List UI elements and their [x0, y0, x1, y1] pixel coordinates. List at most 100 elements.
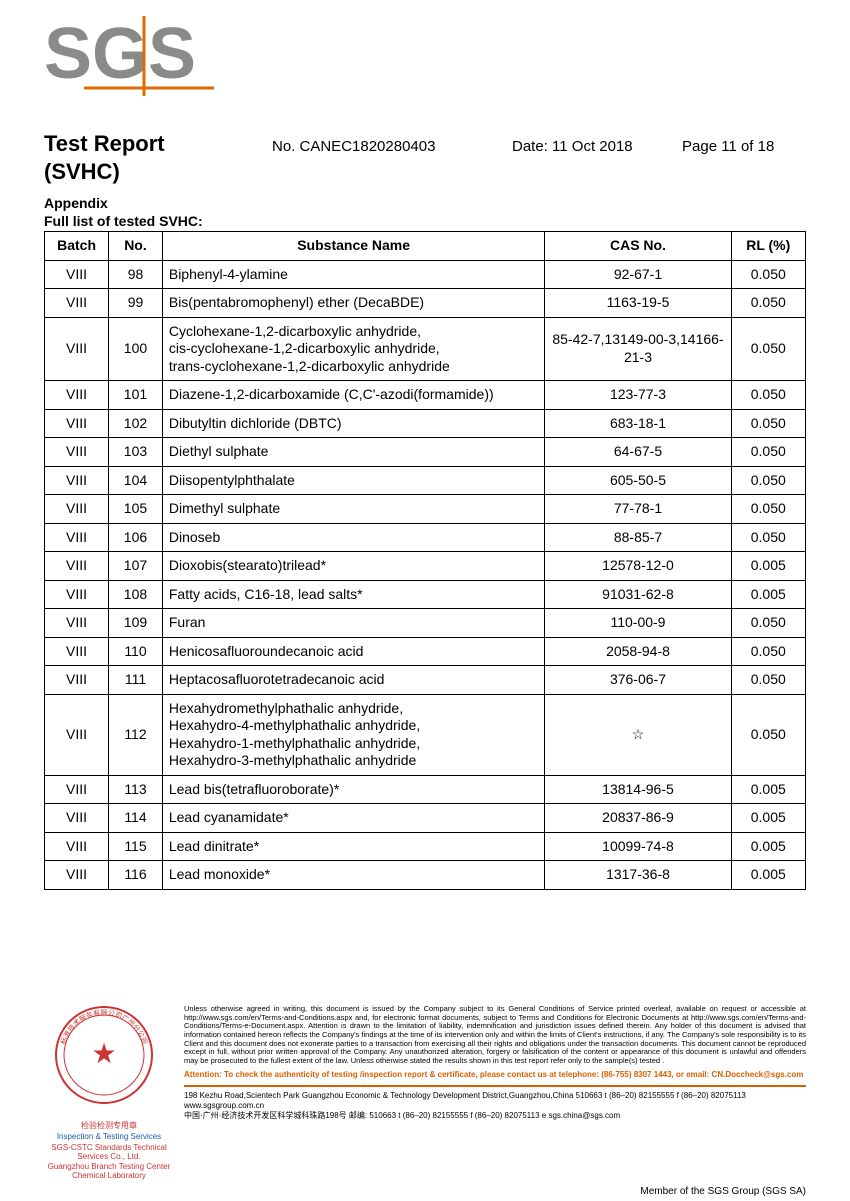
- member-line: Member of the SGS Group (SGS SA): [640, 1186, 806, 1197]
- cell-cas: 10099-74-8: [545, 832, 731, 861]
- table-row: VIII113Lead bis(tetrafluoroborate)*13814…: [45, 775, 806, 804]
- cell-batch: VIII: [45, 552, 109, 581]
- cell-no: 104: [109, 466, 163, 495]
- table-row: VIII100Cyclohexane-1,2-dicarboxylic anhy…: [45, 317, 806, 381]
- address-cn: 中国·广州·经济技术开发区科学城科珠路198号 邮编: 510663 t (86…: [184, 1111, 806, 1121]
- report-page: Page 11 of 18: [682, 138, 806, 155]
- svg-text:★: ★: [91, 1038, 116, 1069]
- address-en: 198 Kezhu Road,Scientech Park Guangzhou …: [184, 1091, 806, 1111]
- cell-batch: VIII: [45, 317, 109, 381]
- cell-substance: Dioxobis(stearato)trilead*: [162, 552, 545, 581]
- cell-batch: VIII: [45, 637, 109, 666]
- cell-cas: 605-50-5: [545, 466, 731, 495]
- cell-batch: VIII: [45, 609, 109, 638]
- cell-substance: Fatty acids, C16-18, lead salts*: [162, 580, 545, 609]
- page-footer: ★ 标准技术服务有限公司广州分公司 检验检测专用章 Inspection & T…: [44, 1005, 806, 1181]
- seal-company1: SGS-CSTC Standards Technical Services Co…: [44, 1144, 174, 1162]
- list-heading: Full list of tested SVHC:: [44, 213, 806, 229]
- cell-rl: 0.050: [731, 260, 805, 289]
- cell-rl: 0.005: [731, 552, 805, 581]
- table-row: VIII99Bis(pentabromophenyl) ether (DecaB…: [45, 289, 806, 318]
- cell-rl: 0.050: [731, 317, 805, 381]
- cell-no: 110: [109, 637, 163, 666]
- cell-no: 108: [109, 580, 163, 609]
- table-header-row: Batch No. Substance Name CAS No. RL (%): [45, 232, 806, 261]
- cell-substance: Hexahydromethylphathalic anhydride,Hexah…: [162, 694, 545, 775]
- cell-substance: Lead cyanamidate*: [162, 804, 545, 833]
- cell-substance: Dibutyltin dichloride (DBTC): [162, 409, 545, 438]
- cell-cas: 12578-12-0: [545, 552, 731, 581]
- cell-substance: Lead monoxide*: [162, 861, 545, 890]
- cell-substance: Dimethyl sulphate: [162, 495, 545, 524]
- cell-substance: Heptacosafluorotetradecanoic acid: [162, 666, 545, 695]
- cell-batch: VIII: [45, 775, 109, 804]
- col-rl: RL (%): [731, 232, 805, 261]
- cell-cas: 110-00-9: [545, 609, 731, 638]
- cell-no: 103: [109, 438, 163, 467]
- table-row: VIII106Dinoseb88-85-70.050: [45, 523, 806, 552]
- cell-batch: VIII: [45, 580, 109, 609]
- table-row: VIII101Diazene-1,2-dicarboxamide (C,C'-a…: [45, 381, 806, 410]
- attention-text: Attention: To check the authenticity of …: [184, 1070, 806, 1079]
- cell-no: 112: [109, 694, 163, 775]
- table-row: VIII116Lead monoxide*1317-36-80.005: [45, 861, 806, 890]
- table-row: VIII105Dimethyl sulphate77-78-10.050: [45, 495, 806, 524]
- table-row: VIII109Furan110-00-90.050: [45, 609, 806, 638]
- cell-no: 113: [109, 775, 163, 804]
- cell-no: 102: [109, 409, 163, 438]
- cell-substance: Dinoseb: [162, 523, 545, 552]
- appendix-label: Appendix: [44, 195, 806, 211]
- cell-rl: 0.005: [731, 861, 805, 890]
- cell-substance: Henicosafluoroundecanoic acid: [162, 637, 545, 666]
- cell-batch: VIII: [45, 289, 109, 318]
- cell-rl: 0.005: [731, 580, 805, 609]
- cell-cas: 88-85-7: [545, 523, 731, 552]
- cell-batch: VIII: [45, 666, 109, 695]
- cell-no: 98: [109, 260, 163, 289]
- col-batch: Batch: [45, 232, 109, 261]
- logo-text: SGS: [44, 16, 196, 94]
- logo: SGS: [44, 10, 806, 101]
- cell-rl: 0.050: [731, 694, 805, 775]
- col-no: No.: [109, 232, 163, 261]
- svhc-table: Batch No. Substance Name CAS No. RL (%) …: [44, 231, 806, 890]
- table-row: VIII110Henicosafluoroundecanoic acid2058…: [45, 637, 806, 666]
- cell-cas: 85-42-7,13149-00-3,14166-21-3: [545, 317, 731, 381]
- cell-cas: 92-67-1: [545, 260, 731, 289]
- table-row: VIII112Hexahydromethylphathalic anhydrid…: [45, 694, 806, 775]
- table-row: VIII111Heptacosafluorotetradecanoic acid…: [45, 666, 806, 695]
- cell-no: 111: [109, 666, 163, 695]
- report-title: Test Report: [44, 131, 272, 157]
- cell-substance: Cyclohexane-1,2-dicarboxylic anhydride,c…: [162, 317, 545, 381]
- cell-rl: 0.050: [731, 409, 805, 438]
- cell-no: 99: [109, 289, 163, 318]
- cell-batch: VIII: [45, 438, 109, 467]
- cell-rl: 0.050: [731, 637, 805, 666]
- cell-rl: 0.050: [731, 609, 805, 638]
- report-subtitle: (SVHC): [44, 159, 806, 185]
- cell-substance: Diazene-1,2-dicarboxamide (C,C'-azodi(fo…: [162, 381, 545, 410]
- table-row: VIII114Lead cyanamidate*20837-86-90.005: [45, 804, 806, 833]
- cell-rl: 0.050: [731, 666, 805, 695]
- cell-substance: Lead dinitrate*: [162, 832, 545, 861]
- cell-rl: 0.050: [731, 381, 805, 410]
- cell-cas: 683-18-1: [545, 409, 731, 438]
- cell-no: 101: [109, 381, 163, 410]
- cell-cas: 2058-94-8: [545, 637, 731, 666]
- cell-rl: 0.005: [731, 775, 805, 804]
- table-row: VIII104Diisopentylphthalate605-50-50.050: [45, 466, 806, 495]
- table-row: VIII98Biphenyl-4-ylamine92-67-10.050: [45, 260, 806, 289]
- cell-substance: Biphenyl-4-ylamine: [162, 260, 545, 289]
- cell-no: 114: [109, 804, 163, 833]
- cell-rl: 0.050: [731, 289, 805, 318]
- cell-no: 109: [109, 609, 163, 638]
- cell-batch: VIII: [45, 861, 109, 890]
- cell-cas: 123-77-3: [545, 381, 731, 410]
- cell-substance: Diisopentylphthalate: [162, 466, 545, 495]
- cell-no: 106: [109, 523, 163, 552]
- seal-text-en: Inspection & Testing Services: [44, 1133, 174, 1142]
- seal-stamp: ★ 标准技术服务有限公司广州分公司 检验检测专用章 Inspection & T…: [44, 1005, 174, 1181]
- col-substance: Substance Name: [162, 232, 545, 261]
- cell-rl: 0.005: [731, 804, 805, 833]
- cell-cas: 77-78-1: [545, 495, 731, 524]
